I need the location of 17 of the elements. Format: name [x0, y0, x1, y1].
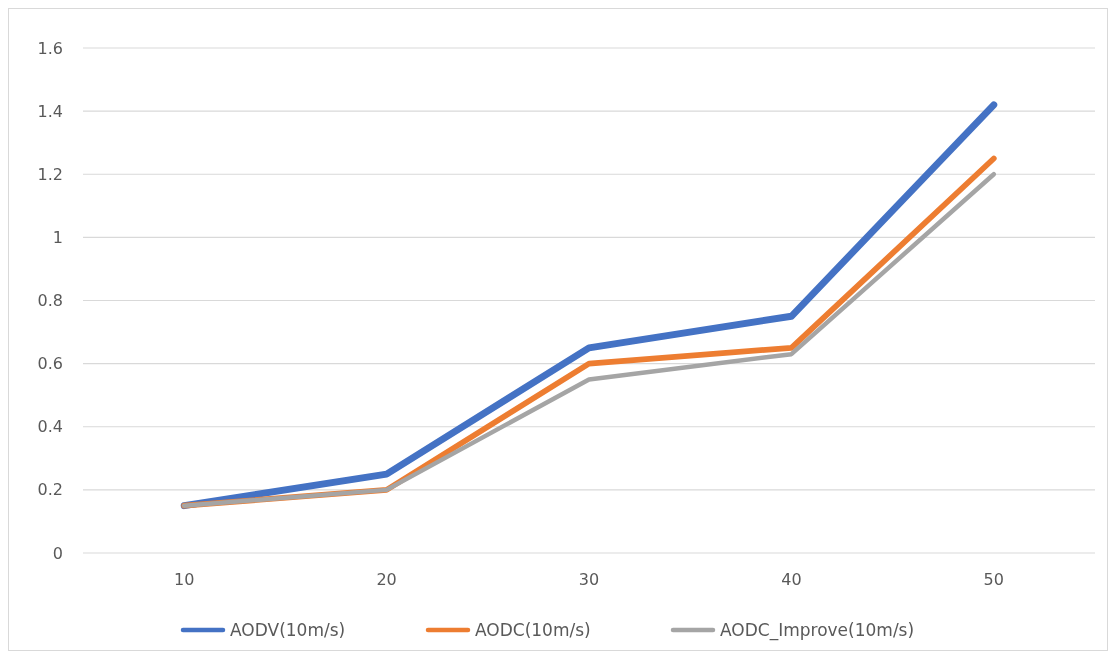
- legend-label: AODV(10m/s): [230, 619, 346, 640]
- x-tick-label: 20: [376, 570, 397, 589]
- y-tick-label: 1.2: [37, 164, 63, 184]
- y-tick-label: 0.6: [37, 354, 63, 374]
- y-tick-label: 1: [52, 227, 63, 247]
- legend-label: AODC_Improve(10m/s): [720, 619, 915, 641]
- y-tick-label: 0.2: [37, 480, 63, 500]
- y-tick-label: 0: [52, 543, 63, 563]
- x-tick-label: 30: [578, 570, 600, 589]
- y-tick-label: 1.4: [37, 101, 63, 121]
- y-tick-label: 0.8: [37, 291, 63, 311]
- legend-label: AODC(10m/s): [475, 619, 591, 640]
- x-tick-label: 10: [174, 570, 195, 589]
- x-tick-label: 40: [781, 570, 802, 589]
- x-tick-label: 50: [983, 570, 1004, 589]
- y-tick-label: 0.4: [37, 417, 63, 437]
- y-tick-label: 1.6: [37, 38, 63, 58]
